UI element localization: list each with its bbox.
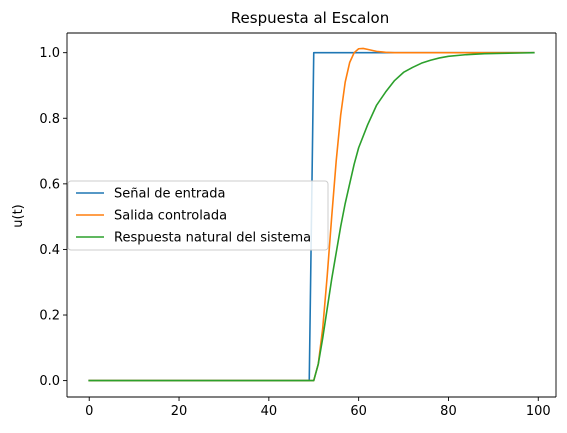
chart-title: Respuesta al Escalon <box>231 9 389 27</box>
x-tick-label: 80 <box>440 404 457 419</box>
legend-label-3: Respuesta natural del sistema <box>114 231 311 246</box>
legend-label-1: Señal de entrada <box>114 187 225 202</box>
x-tick-label: 20 <box>171 404 188 419</box>
y-tick-label: 0.4 <box>39 243 60 258</box>
x-tick-label: 0 <box>85 404 93 419</box>
legend: Señal de entrada Salida controlada Respues… <box>67 180 329 251</box>
y-tick-label: 0.2 <box>39 309 60 324</box>
series-line-2 <box>88 47 535 382</box>
axes-layer: 0 20 40 60 80 100 0.0 0.2 0.4 0.6 0.8 1.0 <box>39 32 557 419</box>
x-tick-label: 100 <box>526 404 551 419</box>
y-tick-label: 0.8 <box>39 112 60 127</box>
legend-box <box>67 180 329 251</box>
y-axis-label: u(t) <box>11 204 26 227</box>
x-tick-label: 60 <box>350 404 367 419</box>
series-line-3 <box>88 51 535 382</box>
legend-label-2: Salida controlada <box>114 209 227 224</box>
y-tick-label: 0.6 <box>39 177 60 192</box>
x-tick-label: 40 <box>261 404 278 419</box>
y-tick-label: 1.0 <box>39 46 60 61</box>
y-tick-label: 0.0 <box>39 374 60 389</box>
